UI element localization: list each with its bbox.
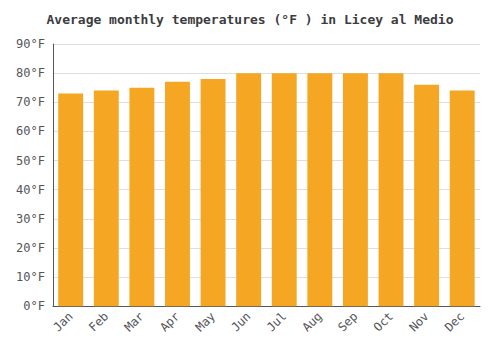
svg-text:Sep: Sep: [335, 309, 360, 334]
svg-text:50°F: 50°F: [16, 154, 45, 168]
svg-text:30°F: 30°F: [16, 212, 45, 226]
svg-text:Feb: Feb: [86, 309, 111, 334]
svg-text:Jun: Jun: [228, 309, 253, 334]
svg-text:Aug: Aug: [300, 309, 325, 334]
svg-text:Mar: Mar: [122, 309, 147, 334]
svg-text:Apr: Apr: [157, 309, 182, 334]
svg-text:20°F: 20°F: [16, 241, 45, 255]
svg-text:0°F: 0°F: [23, 299, 45, 313]
svg-text:Average monthly temperatures (: Average monthly temperatures (°F ) in Li…: [47, 12, 454, 27]
svg-text:Jul: Jul: [264, 309, 289, 334]
svg-text:60°F: 60°F: [16, 124, 45, 138]
svg-text:Dec: Dec: [442, 309, 467, 334]
svg-text:Jan: Jan: [50, 309, 75, 334]
svg-text:70°F: 70°F: [16, 95, 45, 109]
svg-text:10°F: 10°F: [16, 270, 45, 284]
svg-text:80°F: 80°F: [16, 66, 45, 80]
svg-text:May: May: [193, 309, 218, 334]
svg-text:Nov: Nov: [406, 309, 431, 334]
svg-text:90°F: 90°F: [16, 37, 45, 51]
svg-text:Oct: Oct: [371, 309, 396, 334]
svg-text:40°F: 40°F: [16, 183, 45, 197]
